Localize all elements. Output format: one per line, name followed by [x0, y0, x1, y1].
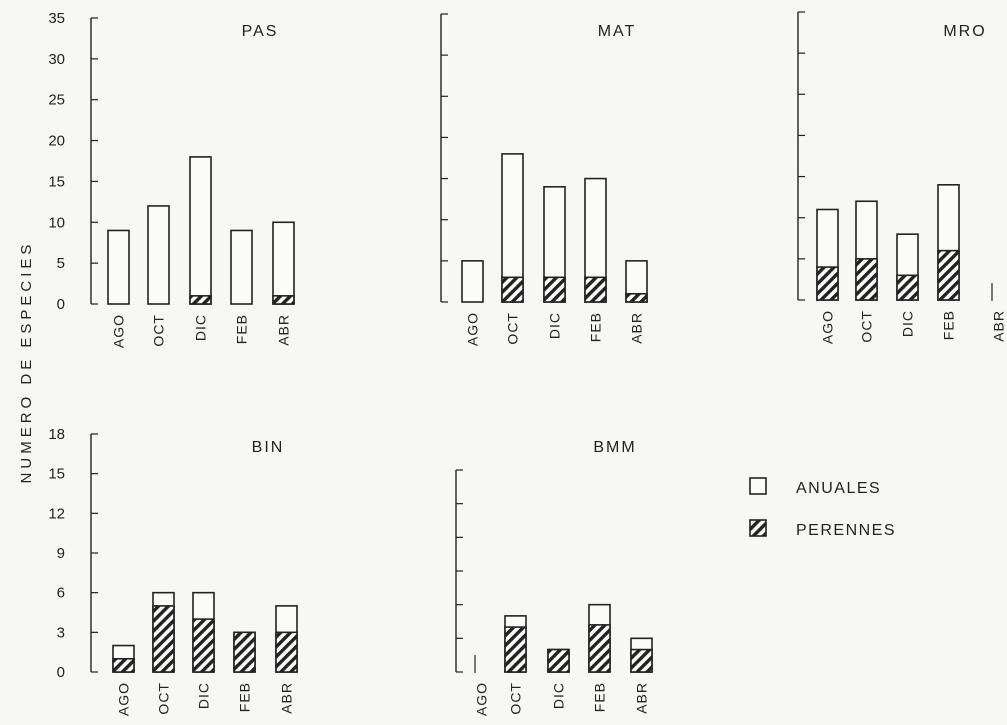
bar-perennes-dic	[543, 276, 566, 303]
x-tick-label: FEB	[941, 310, 957, 340]
x-tick-label: OCT	[859, 310, 875, 343]
legend-label-anuales: ANUALES	[796, 480, 881, 497]
bar-perennes-oct	[504, 626, 527, 673]
y-tick-label: 0	[57, 664, 65, 681]
x-tick-label: FEB	[588, 312, 604, 342]
bar-perennes-feb	[233, 631, 256, 673]
x-tick-label: ABR	[279, 682, 295, 714]
bar-anuales-ago	[107, 229, 130, 305]
y-tick-label: 6	[57, 585, 65, 602]
x-tick-label: AGO	[465, 312, 481, 346]
x-tick-label: DIC	[900, 310, 916, 337]
y-tick-label: 10	[48, 214, 65, 231]
y-tick-label: 30	[48, 51, 65, 68]
y-tick-label: 20	[48, 133, 65, 150]
bar-anuales-ago	[461, 260, 484, 303]
y-axis-label: NUMERO DE ESPECIES	[18, 241, 35, 484]
bar-perennes-dic	[189, 295, 212, 305]
panel-title: PAS	[242, 23, 279, 40]
x-tick-label: AGO	[474, 682, 490, 716]
bar-anuales-feb	[230, 229, 253, 305]
x-tick-label: FEB	[237, 682, 253, 712]
bar-perennes-abr	[275, 631, 298, 673]
y-tick-label: 5	[57, 255, 65, 272]
x-tick-label: AGO	[116, 682, 132, 716]
x-tick-label: ABR	[991, 310, 1007, 342]
legend-swatch-anuales	[749, 477, 767, 495]
x-tick-label: FEB	[234, 314, 250, 344]
panel-bmm: BMM AGO OCT DIC FEB ABR	[455, 439, 653, 716]
x-tick-label: DIC	[547, 312, 563, 339]
bar-perennes-oct	[152, 605, 175, 673]
panel-title: BMM	[593, 439, 636, 456]
y-tick-label: 3	[57, 624, 65, 641]
x-tick-label: DIC	[551, 682, 567, 709]
y-tick-label: 15	[48, 466, 65, 483]
y-tick-label: 0	[57, 296, 65, 313]
bar-perennes-feb	[588, 624, 611, 673]
x-tick-label: OCT	[156, 682, 172, 715]
panel-mat: MAT AGO OCT DIC FEB ABR	[440, 13, 648, 346]
panel-bin: 0 3 6 9 12 15 18 BIN AGO OCT DIC FEB ABR	[48, 426, 298, 716]
x-tick-label: AGO	[111, 314, 127, 348]
bar-perennes-abr	[630, 648, 653, 673]
bar-perennes-abr	[625, 292, 648, 303]
panel-mro: MRO AGO OCT DIC FEB ABR	[797, 11, 1007, 344]
bar-perennes-dic	[896, 274, 919, 301]
x-tick-label: ABR	[629, 312, 645, 344]
panel-title: BIN	[252, 439, 285, 456]
bar-perennes-oct	[501, 276, 524, 303]
bar-perennes-feb	[584, 276, 607, 303]
y-tick-label: 9	[57, 545, 65, 562]
panel-title: MRO	[943, 23, 986, 40]
legend-swatch-perennes	[749, 519, 767, 537]
x-tick-label: OCT	[508, 682, 524, 715]
bar-perennes-feb	[937, 249, 960, 301]
bar-perennes-dic	[547, 648, 570, 673]
panel-title: MAT	[598, 23, 637, 40]
bar-anuales-abr	[272, 221, 295, 305]
x-tick-label: DIC	[193, 314, 209, 341]
legend: ANUALES PERENNES	[749, 477, 896, 539]
y-tick-label: 25	[48, 92, 65, 109]
y-tick-label: 35	[48, 10, 65, 27]
x-tick-label: OCT	[151, 314, 167, 347]
bar-anuales-dic	[189, 156, 212, 305]
bar-perennes-abr	[272, 295, 295, 305]
x-tick-label: ABR	[276, 314, 292, 346]
x-tick-label: ABR	[634, 682, 650, 714]
x-tick-label: OCT	[505, 312, 521, 345]
bar-anuales-oct	[147, 205, 170, 305]
bar-perennes-ago	[816, 266, 839, 301]
panel-pas: 0 5 10 15 20 25 30 35 PAS AGO OCT DIC FEB ABR	[48, 10, 295, 348]
y-tick-label: 18	[48, 426, 65, 443]
x-tick-label: FEB	[592, 682, 608, 712]
legend-label-perennes: PERENNES	[796, 522, 896, 539]
bar-perennes-oct	[855, 258, 878, 301]
bar-perennes-ago	[112, 657, 135, 673]
y-tick-label: 12	[48, 505, 65, 522]
bar-perennes-dic	[192, 618, 215, 673]
x-tick-label: DIC	[196, 682, 212, 709]
x-tick-label: AGO	[820, 310, 836, 344]
y-tick-label: 15	[48, 173, 65, 190]
